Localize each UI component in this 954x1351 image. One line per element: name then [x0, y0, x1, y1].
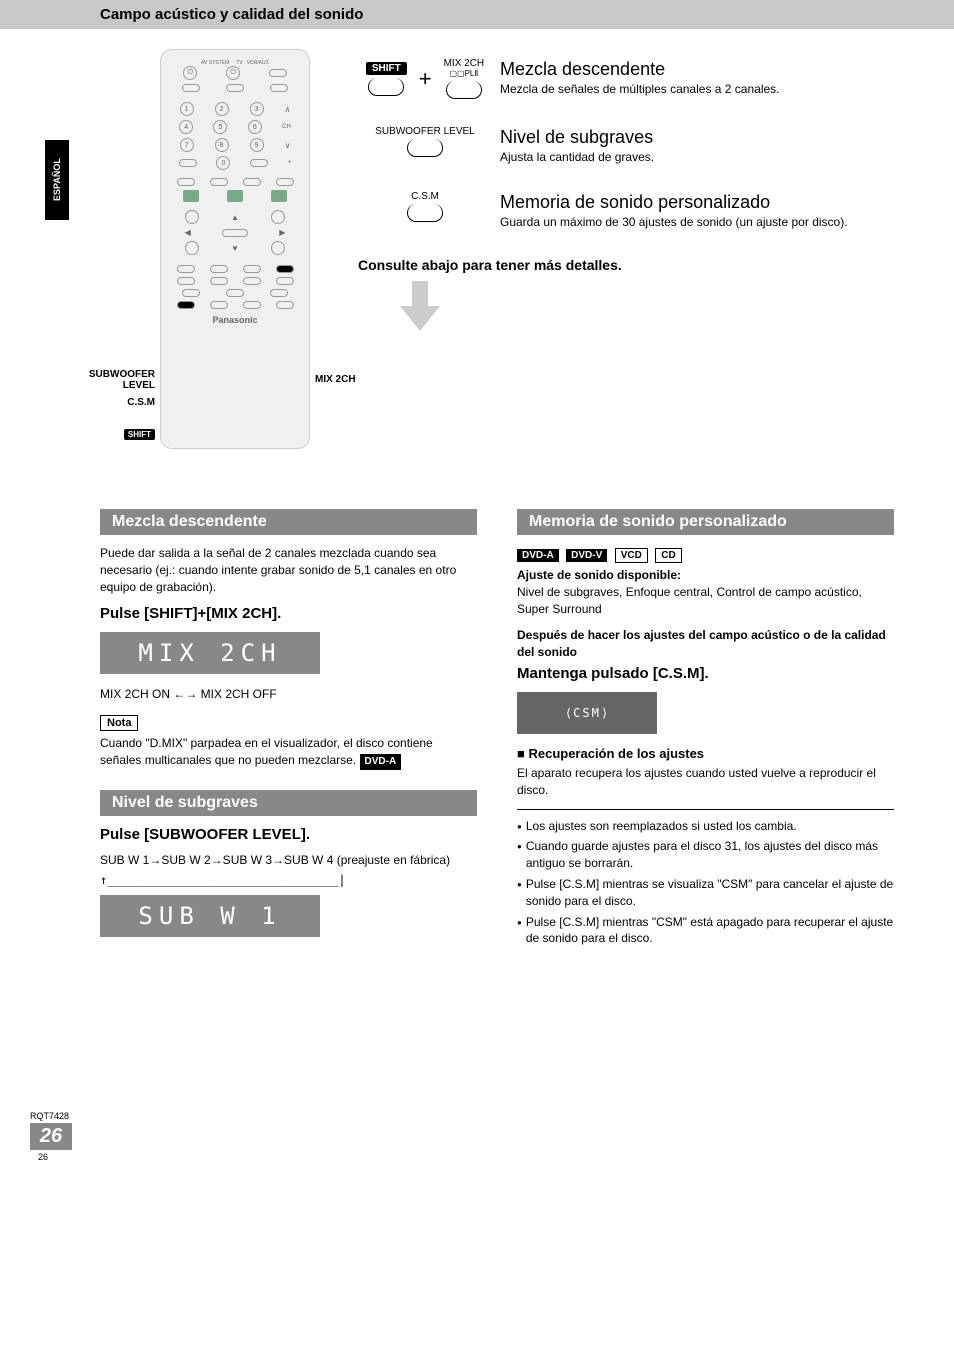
remote-control-image: AV SYSTEM TV VCR/AUX ⏻⏻ 123∧ 456CH 789∨ … — [160, 49, 310, 449]
columns: Mezcla descendente Puede dar salida a la… — [100, 509, 894, 951]
page-number-small: 26 — [30, 1152, 954, 1162]
doc-code: RQT7428 — [30, 1111, 954, 1121]
page-header: Campo acústico y calidad del sonido — [0, 0, 954, 29]
callout-mix: MIX 2CH — [315, 374, 375, 385]
callout-shift: SHIFT — [80, 429, 155, 440]
list-item: Cuando guarde ajustes para el disco 31, … — [517, 838, 894, 872]
plus-icon: + — [419, 66, 432, 92]
divider — [517, 809, 894, 810]
mezcla-body: Puede dar salida a la señal de 2 canales… — [100, 545, 477, 595]
feature-desc: Guarda un máximo de 30 ajustes de sonido… — [500, 215, 894, 229]
content-area: AV SYSTEM TV VCR/AUX ⏻⏻ 123∧ 456CH 789∨ … — [0, 29, 954, 951]
section-title-nivel: Nivel de subgraves — [100, 790, 477, 816]
list-item: Pulse [C.S.M] mientras se visualiza "CSM… — [517, 876, 894, 910]
feature-list: SHIFT + MIX 2CH▢▢PLⅡ Mezcla descendente … — [350, 49, 894, 449]
disc-badge-dvda: DVD-A — [517, 549, 559, 562]
callout-subwoofer: SUBWOOFER LEVEL — [80, 369, 155, 391]
left-column: Mezcla descendente Puede dar salida a la… — [100, 509, 477, 951]
section-title-mezcla: Mezcla descendente — [100, 509, 477, 535]
dvda-badge: DVD-A — [360, 754, 402, 770]
disc-badge-dvdv: DVD-V — [566, 549, 607, 562]
consulte-text: Consulte abajo para tener más detalles. — [358, 257, 894, 273]
bullet-list: Los ajustes son reemplazados si usted lo… — [517, 818, 894, 948]
feature-icons-sub: SUBWOOFER LEVEL — [350, 127, 500, 157]
remote-inner: AV SYSTEM TV VCR/AUX ⏻⏻ 123∧ 456CH 789∨ … — [161, 50, 309, 335]
feature-text-mix: Mezcla descendente Mezcla de señales de … — [500, 59, 894, 96]
mix-toggle-text: MIX 2CH ON ←→ MIX 2CH OFF — [100, 686, 477, 703]
csm-action: Mantenga pulsado [C.S.M]. — [517, 665, 894, 682]
list-item: Pulse [C.S.M] mientras "CSM" está apagad… — [517, 914, 894, 948]
callout-csm: C.S.M — [80, 397, 155, 408]
display-subw: SUB W 1 — [100, 895, 320, 937]
page-number-box: 26 — [30, 1123, 72, 1150]
after-label: Después de hacer los ajustes del campo a… — [517, 627, 894, 661]
feature-row-csm: C.S.M Memoria de sonido personalizado Gu… — [350, 192, 894, 229]
remote-wrapper: AV SYSTEM TV VCR/AUX ⏻⏻ 123∧ 456CH 789∨ … — [160, 49, 310, 449]
page-footer: RQT7428 26 26 — [0, 1111, 954, 1162]
top-section: AV SYSTEM TV VCR/AUX ⏻⏻ 123∧ 456CH 789∨ … — [100, 49, 894, 449]
header-title: Campo acústico y calidad del sonido — [100, 6, 363, 23]
language-tab: ESPAÑOL — [45, 140, 69, 220]
section-title-memoria: Memoria de sonido personalizado — [517, 509, 894, 535]
nota-text: Cuando "D.MIX" parpadea en el visualizad… — [100, 735, 477, 770]
feature-text-sub: Nivel de subgraves Ajusta la cantidad de… — [500, 127, 894, 164]
feature-title: Memoria de sonido personalizado — [500, 192, 894, 213]
shift-key-icon: SHIFT — [366, 62, 407, 96]
mix2ch-key-icon: MIX 2CH▢▢PLⅡ — [444, 59, 485, 99]
csm-key-icon: C.S.M — [407, 192, 443, 222]
remote-brand: Panasonic — [169, 315, 301, 325]
feature-icons-mix: SHIFT + MIX 2CH▢▢PLⅡ — [350, 59, 500, 99]
arrow-down-icon — [400, 281, 440, 331]
feature-desc: Ajusta la cantidad de graves. — [500, 150, 894, 164]
sub-sequence-arrow: ↑________________________________| — [100, 873, 477, 887]
feature-title: Mezcla descendente — [500, 59, 894, 80]
feature-icons-csm: C.S.M — [350, 192, 500, 222]
disc-badges-row: DVD-A DVD-V VCD CD — [517, 545, 894, 563]
nota-badge: Nota — [100, 715, 138, 731]
feature-desc: Mezcla de señales de múltiples canales a… — [500, 82, 894, 96]
feature-row-mix: SHIFT + MIX 2CH▢▢PLⅡ Mezcla descendente … — [350, 59, 894, 99]
recover-text: El aparato recupera los ajustes cuando u… — [517, 765, 894, 799]
display-csm: ⟨ CSM ⟩ — [517, 692, 657, 734]
subwoofer-key-icon: SUBWOOFER LEVEL — [375, 127, 474, 157]
recover-heading: Recuperación de los ajustes — [517, 746, 894, 761]
page: Campo acústico y calidad del sonido ESPA… — [0, 0, 954, 1192]
right-column: Memoria de sonido personalizado DVD-A DV… — [517, 509, 894, 951]
avail-block: Ajuste de sonido disponible: Nivel de su… — [517, 567, 894, 617]
list-item: Los ajustes son reemplazados si usted lo… — [517, 818, 894, 835]
mezcla-action: Pulse [SHIFT]+[MIX 2CH]. — [100, 605, 477, 622]
disc-badge-vcd: VCD — [615, 548, 648, 563]
feature-text-csm: Memoria de sonido personalizado Guarda u… — [500, 192, 894, 229]
sub-sequence: SUB W 1→SUB W 2→SUB W 3→SUB W 4 (preajus… — [100, 853, 477, 867]
nivel-action: Pulse [SUBWOOFER LEVEL]. — [100, 826, 477, 843]
display-mix2ch: MIX 2CH — [100, 632, 320, 674]
feature-row-sub: SUBWOOFER LEVEL Nivel de subgraves Ajust… — [350, 127, 894, 164]
disc-badge-cd: CD — [655, 548, 681, 563]
feature-title: Nivel de subgraves — [500, 127, 894, 148]
